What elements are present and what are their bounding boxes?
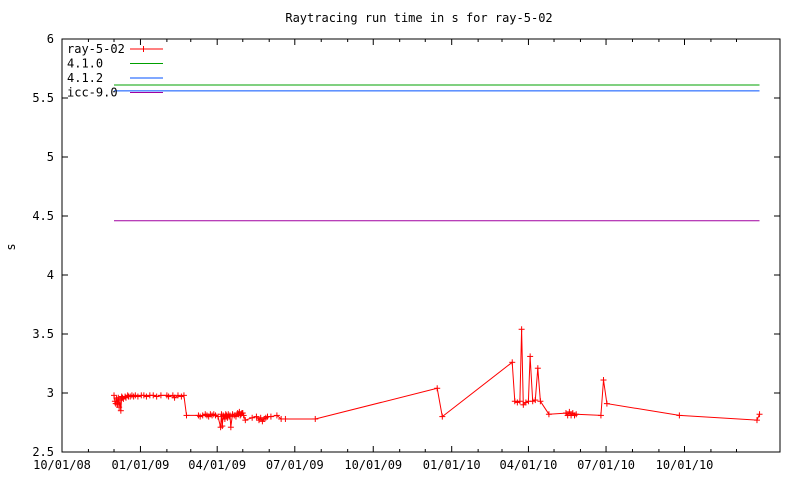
legend-label-4-1-2: 4.1.2 [67,71,103,85]
data-point [518,326,525,333]
x-tick-label: 04/01/10 [500,458,558,472]
legend-label-icc-9-0: icc-9.0 [67,86,118,100]
x-tick-label: 04/01/09 [188,458,246,472]
data-point [240,412,247,419]
data-point [514,399,521,406]
data-point [534,365,541,372]
data-point [597,412,604,419]
x-tick-label: 10/01/09 [344,458,402,472]
data-point [157,392,164,399]
y-tick-label: 3 [47,386,54,400]
x-tick-label: 10/01/10 [656,458,714,472]
data-point [603,400,610,407]
data-point [511,398,518,405]
x-tick-label: 10/01/08 [33,458,91,472]
data-point [529,398,536,405]
data-point [509,359,516,366]
data-point [522,399,529,406]
y-tick-label: 3.5 [32,327,54,341]
y-axis-label: s [4,243,18,250]
data-point [140,392,147,399]
plot-area [111,84,763,431]
data-point [178,393,185,400]
data-point [153,393,160,400]
data-point [132,392,139,399]
data-point [566,408,573,415]
data-point [197,413,204,420]
data-point [532,397,539,404]
data-point [434,385,441,392]
data-point [439,413,446,420]
data-point [180,392,187,399]
data-point [573,411,580,418]
data-point [215,413,222,420]
x-tick-label: 01/01/09 [112,458,170,472]
y-tick-label: 2.5 [32,445,54,459]
data-point [756,411,763,418]
x-tick-label: 07/01/10 [577,458,635,472]
y-tick-label: 5.5 [32,91,54,105]
legend-label-ray-5-02: ray-5-02 [67,42,125,56]
y-tick-label: 4.5 [32,209,54,223]
data-point [257,414,264,421]
data-point [253,413,260,420]
x-tick-label: 07/01/09 [266,458,324,472]
data-point [753,417,760,424]
y-tick-label: 6 [47,32,54,46]
data-point [221,415,228,422]
data-point [527,353,534,360]
chart-title: Raytracing run time in s for ray-5-02 [285,11,552,25]
x-axis: 10/01/08 01/01/09 04/01/09 07/01/09 10/01/09… [33,39,738,472]
data-point [227,424,234,431]
data-point [134,393,141,400]
data-point [183,412,190,419]
data-point [545,411,552,418]
data-point [537,398,544,405]
data-point [267,413,274,420]
data-point [117,407,124,414]
data-point [212,412,219,419]
data-point [111,392,118,399]
data-point [219,423,226,430]
data-point [116,404,123,411]
data-point [150,392,157,399]
data-point [242,417,249,424]
data-point [226,413,233,420]
x-tick-label: 01/01/10 [423,458,481,472]
plot-border [61,38,781,453]
data-point [143,393,150,400]
data-point [171,394,178,401]
y-tick-label: 4 [47,268,54,282]
data-point [249,414,256,421]
data-point [312,415,319,422]
legend-label-4-1-0: 4.1.0 [67,57,103,71]
y-axis: 2.5 3 3.5 4 4.5 5 5.5 6 [32,32,780,459]
data-point [600,377,607,384]
y-tick-label: 5 [47,150,54,164]
data-point [516,398,523,405]
data-point [165,393,172,400]
data-point [174,392,181,399]
data-point [676,412,683,419]
data-point [273,412,280,419]
data-point [282,415,289,422]
